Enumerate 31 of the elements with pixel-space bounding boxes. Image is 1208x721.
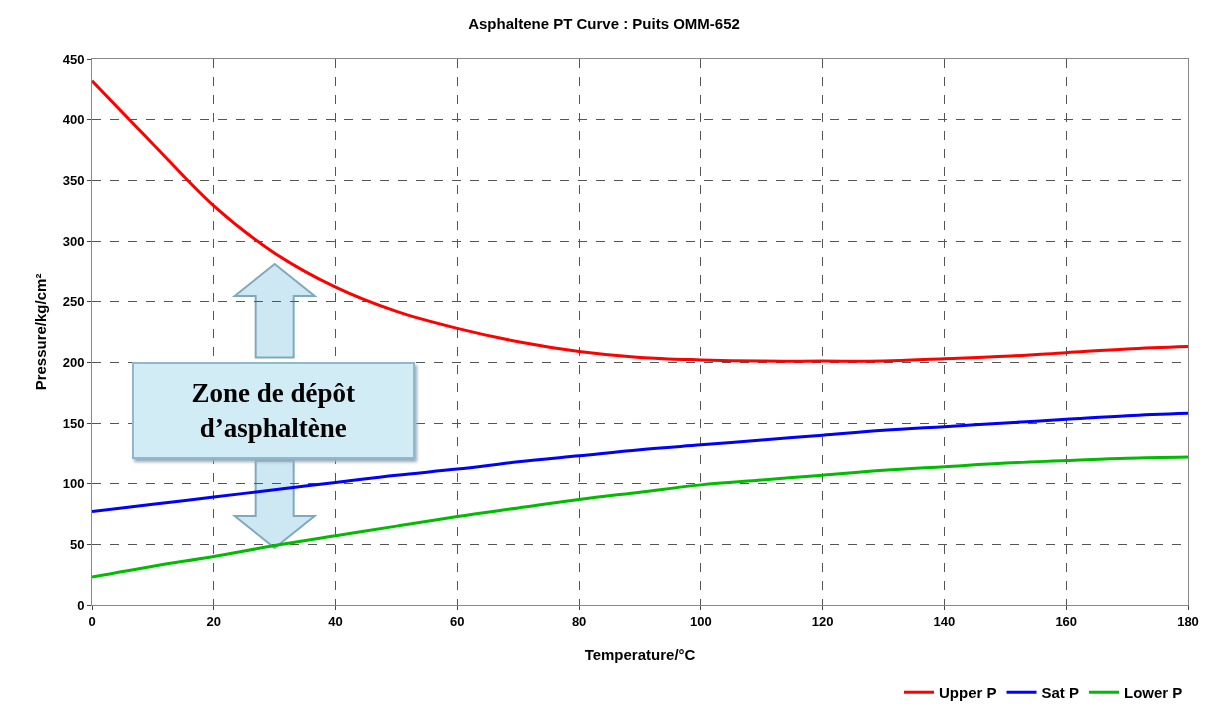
y-tick-label: 300 [62,233,85,249]
legend-label: Upper P [939,684,997,702]
line-series [92,411,1188,514]
x-tick-label: 40 [328,613,343,629]
y-tick-label: 250 [62,294,85,310]
x-tick-label: 0 [88,613,96,629]
x-tick-label: 140 [933,613,956,629]
x-axis-title: Temperature/°C [584,646,696,663]
x-tick-label: 160 [1055,613,1078,629]
y-tick-label: 100 [62,476,85,492]
chart-title: Asphaltene PT Curve : Puits OMM-652 [468,14,740,32]
y-tick-label: 0 [77,597,85,613]
x-tick-label: 20 [206,613,222,629]
y-axis-title: Pressure/kg/cm² [31,273,49,391]
legend-label: Lower P [1124,684,1183,702]
line-series [92,79,1188,363]
legend-label: Sat P [1041,684,1080,702]
x-tick-label: 80 [571,613,587,629]
y-tick-label: 450 [62,51,85,67]
y-tick-label: 400 [62,112,85,128]
y-tick-label: 150 [62,415,85,431]
x-tick-label: 60 [450,613,465,629]
x-tick-label: 180 [1177,613,1199,629]
y-tick-label: 50 [69,536,85,552]
y-tick-label: 200 [62,354,85,370]
line-series [92,455,1188,579]
annotation: Zone de dépôt d’asphaltène [190,376,356,445]
x-tick-label: 120 [811,613,834,629]
y-tick-label: 350 [62,172,85,188]
x-tick-label: 100 [690,613,712,629]
callout-box: Zone de dépôt d’asphaltène [131,362,415,460]
